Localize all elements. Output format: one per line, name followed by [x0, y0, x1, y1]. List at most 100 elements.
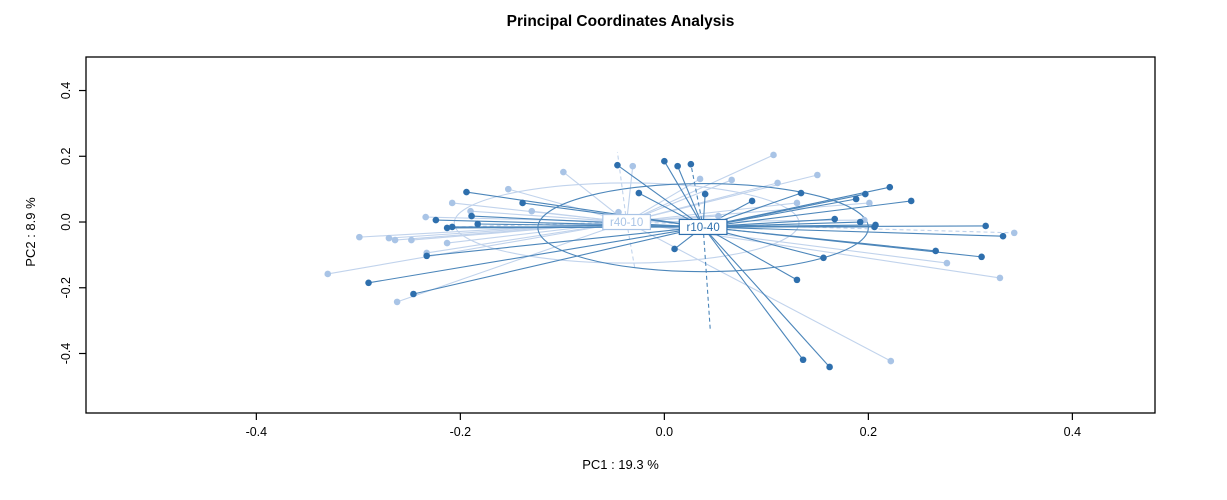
data-point [674, 162, 681, 170]
data-point [635, 189, 643, 197]
group-r40-10-points [324, 151, 1018, 365]
spider-line [425, 216, 627, 223]
data-point [615, 208, 622, 216]
data-point [422, 213, 429, 221]
x-tick-label: -0.4 [246, 425, 268, 439]
data-point [770, 151, 777, 159]
centroid-label-box [678, 218, 728, 236]
spider-line [470, 210, 627, 223]
chart-title: Principal Coordinates Analysis [506, 13, 735, 30]
data-point [748, 197, 756, 205]
data-point [443, 239, 451, 247]
centroid-label-box [602, 213, 652, 231]
x-tick-label: 0.4 [1064, 425, 1081, 439]
data-point [671, 245, 678, 253]
spider-line [702, 226, 831, 368]
spider-line [703, 186, 890, 228]
data-point [774, 179, 781, 187]
data-point [886, 183, 894, 191]
spider-line [663, 160, 704, 228]
axes: -0.4 -0.2 0.0 0.2 0.4 -0.4 -0.2 0.0 0.2 0.4 [59, 82, 1081, 439]
data-point [728, 176, 735, 184]
data-point [862, 190, 869, 198]
data-point [1010, 229, 1018, 237]
spider-line [327, 221, 627, 275]
spider-line [626, 202, 870, 223]
data-point [393, 298, 401, 306]
data-point [443, 224, 451, 232]
centroid-label-text: r40-10 [610, 217, 643, 229]
data-point [871, 223, 878, 231]
spider-line [477, 223, 704, 228]
data-point [943, 259, 951, 267]
data-point [365, 279, 372, 287]
y-tick-label: -0.2 [59, 277, 73, 299]
spider-line [426, 226, 704, 257]
plot-border [85, 56, 1156, 414]
spider-line [703, 226, 1004, 237]
group-r10-40-points [365, 157, 1007, 371]
group-r40-10-spider [327, 151, 1015, 362]
data-point [799, 356, 807, 364]
data-point [687, 160, 695, 168]
centroid-label-r10-40: r10-40 [678, 218, 728, 236]
data-point [410, 290, 417, 298]
spider-line [626, 202, 798, 223]
data-point [504, 185, 512, 193]
spider-line [626, 221, 892, 362]
confidence-ellipse [453, 182, 800, 264]
spider-line [413, 226, 704, 295]
data-point [814, 171, 821, 179]
centroid-label-r40-10: r40-10 [602, 213, 652, 231]
data-point [999, 232, 1007, 240]
data-point [887, 357, 895, 365]
data-point [614, 161, 621, 169]
data-point [474, 220, 481, 228]
data-point [907, 197, 915, 205]
data-point [423, 252, 430, 260]
x-tick-label: 0.2 [860, 425, 877, 439]
data-point [797, 189, 805, 197]
data-point [448, 223, 456, 231]
spider-line [466, 191, 704, 228]
data-point [831, 215, 839, 223]
spider-line [626, 221, 947, 264]
spider-line [617, 164, 704, 228]
spider-line [471, 215, 704, 228]
data-point [408, 236, 415, 244]
data-point [448, 199, 456, 207]
data-point [793, 199, 801, 207]
data-point [468, 212, 475, 220]
data-point [432, 216, 440, 224]
data-point [852, 195, 860, 203]
data-point [696, 175, 704, 183]
data-point [856, 218, 864, 226]
y-tick-label: 0.4 [59, 82, 73, 99]
data-point [629, 162, 637, 170]
data-point [661, 157, 668, 165]
data-point [978, 253, 985, 261]
data-point [467, 207, 474, 215]
spider-line [702, 226, 798, 281]
spider-line [626, 154, 774, 223]
data-point [391, 236, 399, 244]
data-point [385, 234, 393, 242]
spider-line [677, 165, 704, 228]
spider-line [703, 200, 912, 228]
x-tick-label: 0.0 [656, 425, 673, 439]
data-point [356, 233, 363, 241]
spider-line [626, 174, 818, 223]
data-point [932, 247, 939, 255]
data-point [324, 270, 332, 278]
x-axis-title: PC1 : 19.3 % [582, 457, 659, 472]
data-point [996, 274, 1004, 282]
data-point [793, 276, 801, 284]
spider-line-dashed [690, 164, 704, 228]
data-point [866, 199, 873, 207]
data-point [982, 222, 989, 230]
data-point [826, 363, 833, 371]
data-point [463, 188, 470, 196]
spider-line-dashed [702, 226, 711, 330]
